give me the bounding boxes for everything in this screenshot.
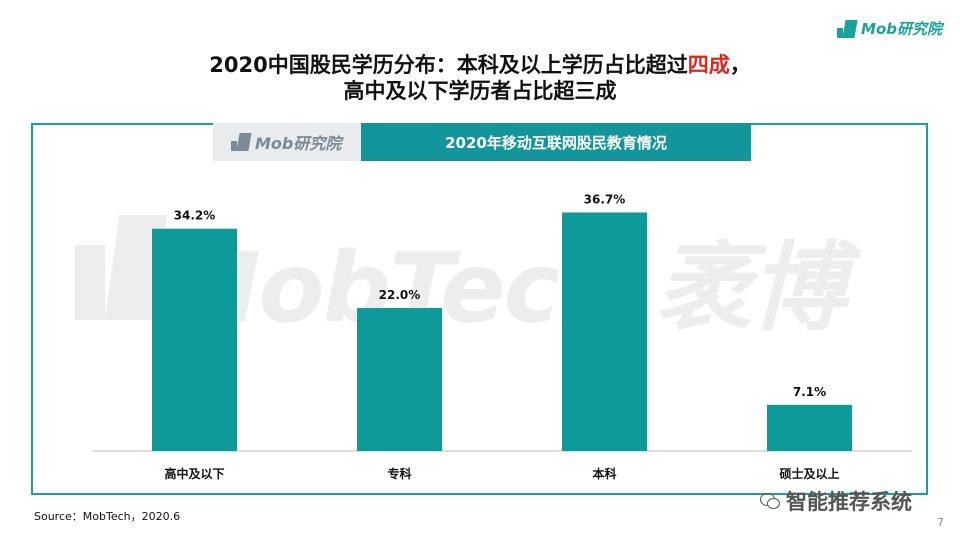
wechat-text: 智能推荐系统	[786, 490, 912, 514]
page-number: 7	[937, 516, 944, 529]
data-label-1: 34.2%	[174, 209, 216, 223]
bar-3	[562, 212, 647, 451]
watermark-mark	[75, 245, 105, 320]
bar-2	[357, 308, 442, 451]
chart-header: Mob研究院 2020年移动互联网股民教育情况	[213, 123, 751, 161]
page-title: 2020中国股民学历分布：本科及以上学历占比超过四成， 高中及以下学历者占比超三…	[0, 52, 960, 104]
data-label-3: 36.7%	[584, 192, 626, 206]
title-line-1-text: 2020中国股民学历分布：本科及以上学历占比超过	[209, 53, 688, 77]
brand-logo: Mob研究院	[837, 18, 942, 39]
brand-logo-icon	[837, 19, 858, 38]
title-line-1-punct: ，	[729, 53, 751, 77]
bar-4	[767, 404, 852, 451]
chart-title: 2020年移动互联网股民教育情况	[445, 133, 667, 152]
category-label-2: 专科	[387, 466, 411, 481]
brand-logo-text: Mob研究院	[861, 20, 942, 38]
title-line-2: 高中及以下学历者占比超三成	[343, 79, 617, 103]
category-label-3: 本科	[592, 466, 616, 481]
chart-header-logo-text: Mob研究院	[255, 134, 342, 153]
wechat-icon	[760, 493, 780, 509]
chart-header-logo-icon	[231, 133, 252, 151]
title-line-1: 2020中国股民学历分布：本科及以上学历占比超过四成，	[0, 52, 960, 78]
source-note: Source：MobTech，2020.6	[34, 510, 181, 523]
data-label-4: 7.1%	[793, 385, 826, 399]
wechat-watermark: 智能推荐系统	[760, 486, 912, 516]
category-label-4: 硕士及以上	[779, 466, 839, 481]
bar-1	[152, 228, 237, 451]
title-highlight: 四成	[687, 53, 730, 77]
chart-header-logo: Mob研究院	[213, 123, 361, 161]
category-label-1: 高中及以下	[164, 466, 224, 481]
data-label-2: 22.0%	[379, 288, 421, 302]
